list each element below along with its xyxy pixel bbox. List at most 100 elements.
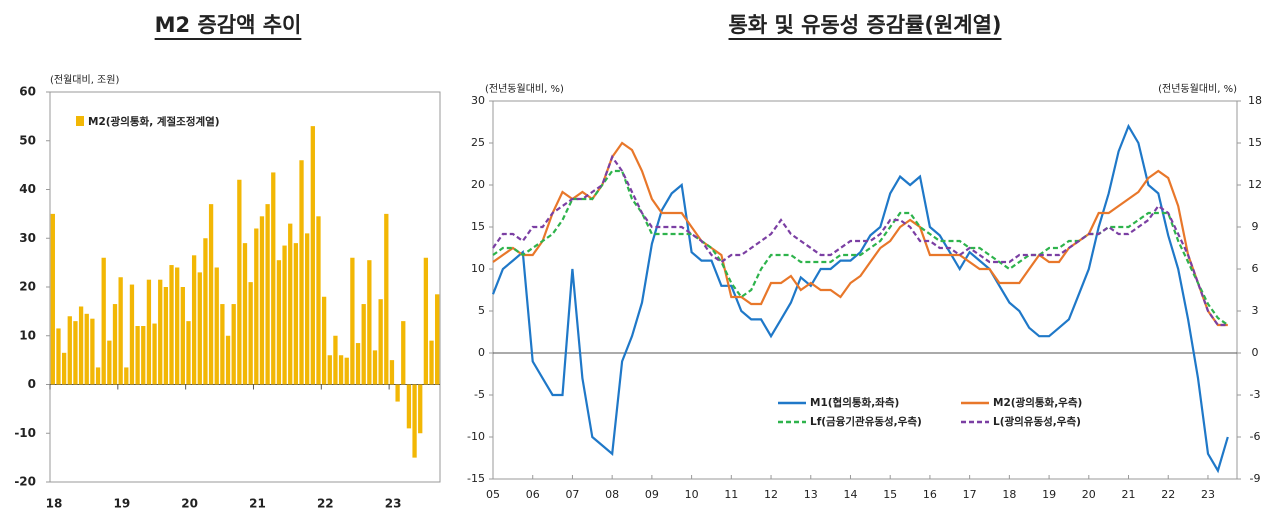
x-tick-label: 07 [565, 488, 579, 501]
y-tick-label: 50 [19, 133, 36, 147]
bar [242, 243, 248, 385]
bar [378, 299, 383, 385]
y-tick-label: 60 [19, 85, 36, 99]
series-line [492, 154, 1228, 327]
y-tick-label: 40 [19, 182, 36, 196]
y2-tick-label: -3 [1250, 388, 1261, 401]
bar [203, 238, 208, 385]
x-tick-label: 22 [317, 497, 334, 511]
x-tick-label: 20 [1082, 488, 1096, 501]
y-tick-label: 30 [19, 231, 36, 245]
bar [129, 284, 135, 385]
bar [310, 126, 315, 385]
bar [327, 355, 332, 385]
bar [95, 367, 101, 385]
bar [429, 340, 434, 385]
legend-label: Lf(금융기관유동성,우측) [810, 415, 922, 428]
y-tick-label: 10 [471, 262, 485, 275]
x-tick-label: 18 [46, 497, 63, 511]
bar [50, 213, 55, 385]
bar [395, 384, 400, 402]
y-tick-label: 0 [478, 346, 485, 359]
bar [321, 296, 327, 385]
bar [423, 257, 429, 385]
bar [135, 326, 140, 385]
chart-title: 통화 및 유동성 증감률(원계열) [729, 13, 1002, 37]
x-tick-label: 18 [1002, 488, 1016, 501]
y-tick-label: -15 [467, 472, 485, 485]
y-tick-label: 25 [471, 136, 485, 149]
unit-label: (전년동월대비, %) [485, 83, 564, 95]
bar [418, 384, 423, 434]
bar [361, 304, 366, 385]
bar [141, 326, 146, 385]
bar [197, 272, 202, 385]
bar [152, 323, 157, 385]
y-tick-label: 20 [19, 280, 36, 294]
bar [248, 282, 253, 385]
bar [276, 260, 282, 385]
x-tick-label: 23 [385, 497, 402, 511]
bar [61, 352, 67, 385]
y2-tick-label: 9 [1252, 220, 1259, 233]
bar [163, 287, 169, 385]
x-tick-label: 06 [526, 488, 540, 501]
bar [191, 255, 197, 385]
legend-swatch [76, 116, 84, 126]
bar [367, 260, 372, 385]
x-tick-label: 19 [113, 497, 130, 511]
bar [56, 328, 61, 385]
x-tick-label: 21 [1122, 488, 1136, 501]
bar [288, 223, 293, 385]
bar [118, 277, 123, 385]
bar [350, 257, 355, 385]
x-tick-label: 16 [923, 488, 937, 501]
bar [208, 204, 214, 385]
x-tick-label: 22 [1161, 488, 1175, 501]
bar [384, 213, 389, 385]
bar [231, 304, 236, 385]
legend-label: M2(광의통화, 계절조정계열) [88, 115, 220, 128]
bar [265, 204, 270, 385]
bar [344, 357, 349, 385]
bar [355, 343, 361, 385]
bar [67, 316, 72, 385]
bar [78, 306, 84, 385]
y2-tick-label: 3 [1252, 304, 1259, 317]
bar [316, 216, 321, 385]
bar [112, 304, 118, 385]
bar [305, 233, 310, 385]
x-tick-label: 20 [181, 497, 198, 511]
bar [372, 350, 378, 385]
series-line [492, 169, 1229, 326]
bar [186, 321, 191, 385]
bar [225, 335, 231, 385]
x-tick-label: 17 [963, 488, 977, 501]
x-tick-label: 12 [764, 488, 778, 501]
x-tick-label: 21 [249, 497, 266, 511]
y2-tick-label: 12 [1248, 178, 1262, 191]
x-tick-label: 14 [843, 488, 857, 501]
y2-tick-label: 6 [1252, 262, 1259, 275]
bar [124, 367, 129, 385]
y-tick-label: 0 [28, 377, 36, 391]
y-tick-label: -5 [474, 388, 485, 401]
bar [338, 355, 344, 385]
unit-label: (전월대비, 조원) [50, 74, 119, 86]
bar [271, 172, 276, 385]
bar [214, 267, 219, 385]
bar [435, 294, 440, 385]
x-tick-label: 08 [605, 488, 619, 501]
bar [175, 267, 180, 385]
bar [254, 228, 259, 385]
legend-label: M2(광의통화,우측) [993, 396, 1082, 409]
bar [158, 279, 163, 385]
series-line [491, 123, 1229, 474]
unit-label-right: (전년동월대비, %) [1158, 83, 1237, 95]
y2-tick-label: 18 [1248, 94, 1262, 107]
y-tick-label: 15 [471, 220, 485, 233]
x-tick-label: 09 [645, 488, 659, 501]
bar [259, 216, 265, 385]
y2-tick-label: -9 [1250, 472, 1261, 485]
